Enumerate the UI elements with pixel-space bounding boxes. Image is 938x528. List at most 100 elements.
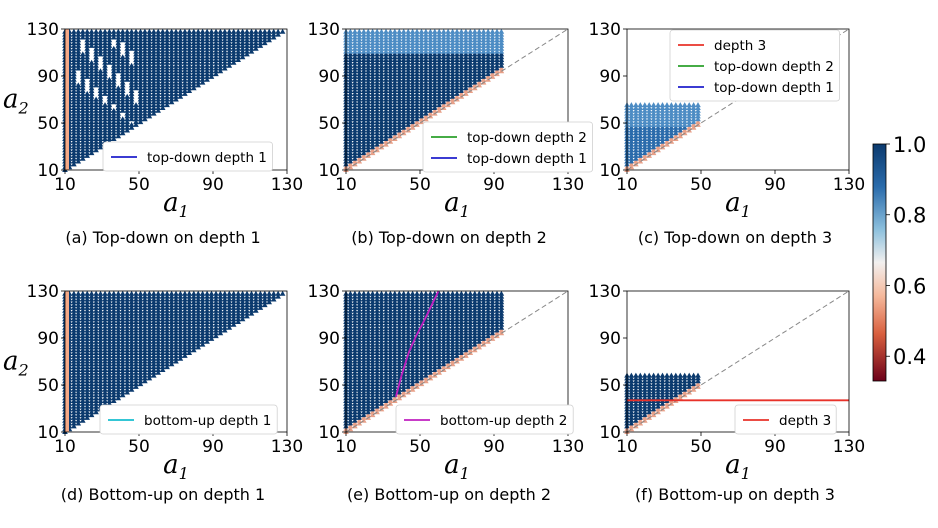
- data-point: [151, 62, 157, 68]
- data-point: [432, 28, 438, 34]
- data-point: [400, 76, 407, 82]
- data-point: [155, 48, 161, 54]
- data-point: [146, 107, 153, 113]
- data-point: [93, 138, 99, 144]
- data-point: [454, 28, 460, 34]
- data-point: [356, 119, 363, 125]
- data-point: [400, 62, 407, 68]
- data-point: [93, 144, 99, 150]
- data-point: [383, 138, 389, 144]
- data-point: [217, 34, 224, 40]
- data-point: [409, 85, 416, 91]
- data-point: [361, 73, 367, 79]
- data-point: [155, 73, 161, 79]
- data-point: [436, 59, 442, 65]
- data-point: [427, 88, 434, 93]
- data-point: [637, 141, 644, 147]
- data-point: [208, 31, 215, 37]
- data-point: [418, 76, 425, 82]
- data-point: [423, 90, 429, 96]
- data-point: [137, 79, 144, 85]
- data-point: [80, 76, 86, 82]
- data-point: [106, 76, 113, 82]
- data-point: [186, 76, 193, 82]
- data-point: [159, 37, 166, 43]
- data-point: [405, 119, 411, 125]
- data-point: [195, 62, 201, 68]
- data-point: [405, 73, 411, 79]
- data-point: [177, 59, 184, 65]
- data-point: [374, 144, 380, 150]
- data-point: [369, 124, 376, 130]
- data-point: [400, 102, 407, 108]
- data-point: [472, 42, 478, 48]
- data-point: [97, 136, 104, 141]
- data-point: [378, 54, 385, 60]
- data-point: [75, 90, 82, 96]
- data-point: [80, 65, 86, 71]
- data-point: [111, 99, 117, 105]
- data-point: [396, 99, 403, 105]
- data-point: [436, 79, 442, 85]
- data-point: [432, 48, 438, 54]
- data-point: [418, 90, 425, 96]
- data-point: [361, 99, 367, 105]
- data-point: [365, 107, 371, 113]
- data-point: [151, 37, 157, 43]
- data-point: [71, 138, 77, 144]
- data-point: [633, 141, 639, 147]
- data-point: [71, 152, 77, 158]
- data-point: [449, 34, 456, 40]
- data-point: [102, 37, 108, 43]
- data-point: [374, 73, 380, 79]
- data-point: [427, 73, 434, 79]
- data-point: [191, 62, 197, 68]
- data-point: [628, 121, 635, 127]
- data-point: [427, 76, 434, 82]
- data-point: [369, 40, 376, 46]
- data-point: [467, 76, 474, 82]
- data-point: [97, 102, 104, 108]
- data-point: [476, 65, 482, 71]
- data-point: [476, 76, 482, 82]
- data-point: [164, 40, 170, 46]
- data-point: [151, 93, 157, 99]
- data-point: [418, 71, 425, 77]
- data-point: [75, 127, 82, 133]
- data-point: [405, 79, 411, 85]
- data-point: [71, 28, 77, 34]
- data-point: [427, 96, 434, 102]
- data-point: [383, 51, 389, 57]
- data-point: [217, 45, 224, 51]
- data-point: [111, 76, 117, 82]
- data-point: [97, 45, 104, 51]
- data-point: [97, 71, 104, 77]
- data-point: [392, 71, 398, 77]
- data-point: [361, 85, 367, 91]
- legend: top-down depth 1: [102, 141, 274, 172]
- data-point: [191, 59, 197, 65]
- data-point: [369, 48, 376, 54]
- data-point: [356, 133, 363, 139]
- data-point: [97, 93, 104, 99]
- data-point: [383, 88, 389, 93]
- data-point: [463, 28, 469, 34]
- data-point: [106, 127, 113, 133]
- data-point: [378, 82, 385, 88]
- data-point: [427, 99, 434, 105]
- data-point: [365, 93, 371, 99]
- data-point: [436, 85, 442, 91]
- y-tick-label: 130: [27, 20, 59, 40]
- data-point: [347, 68, 354, 74]
- data-point: [102, 82, 108, 88]
- data-point: [405, 54, 411, 60]
- data-point: [186, 88, 193, 93]
- data-point: [97, 105, 104, 110]
- x-tick-label: 50: [128, 437, 150, 457]
- data-point: [423, 102, 429, 108]
- data-point: [396, 88, 403, 93]
- data-point: [155, 96, 161, 102]
- data-point: [146, 54, 153, 60]
- data-point: [365, 150, 371, 156]
- data-point: [168, 31, 175, 37]
